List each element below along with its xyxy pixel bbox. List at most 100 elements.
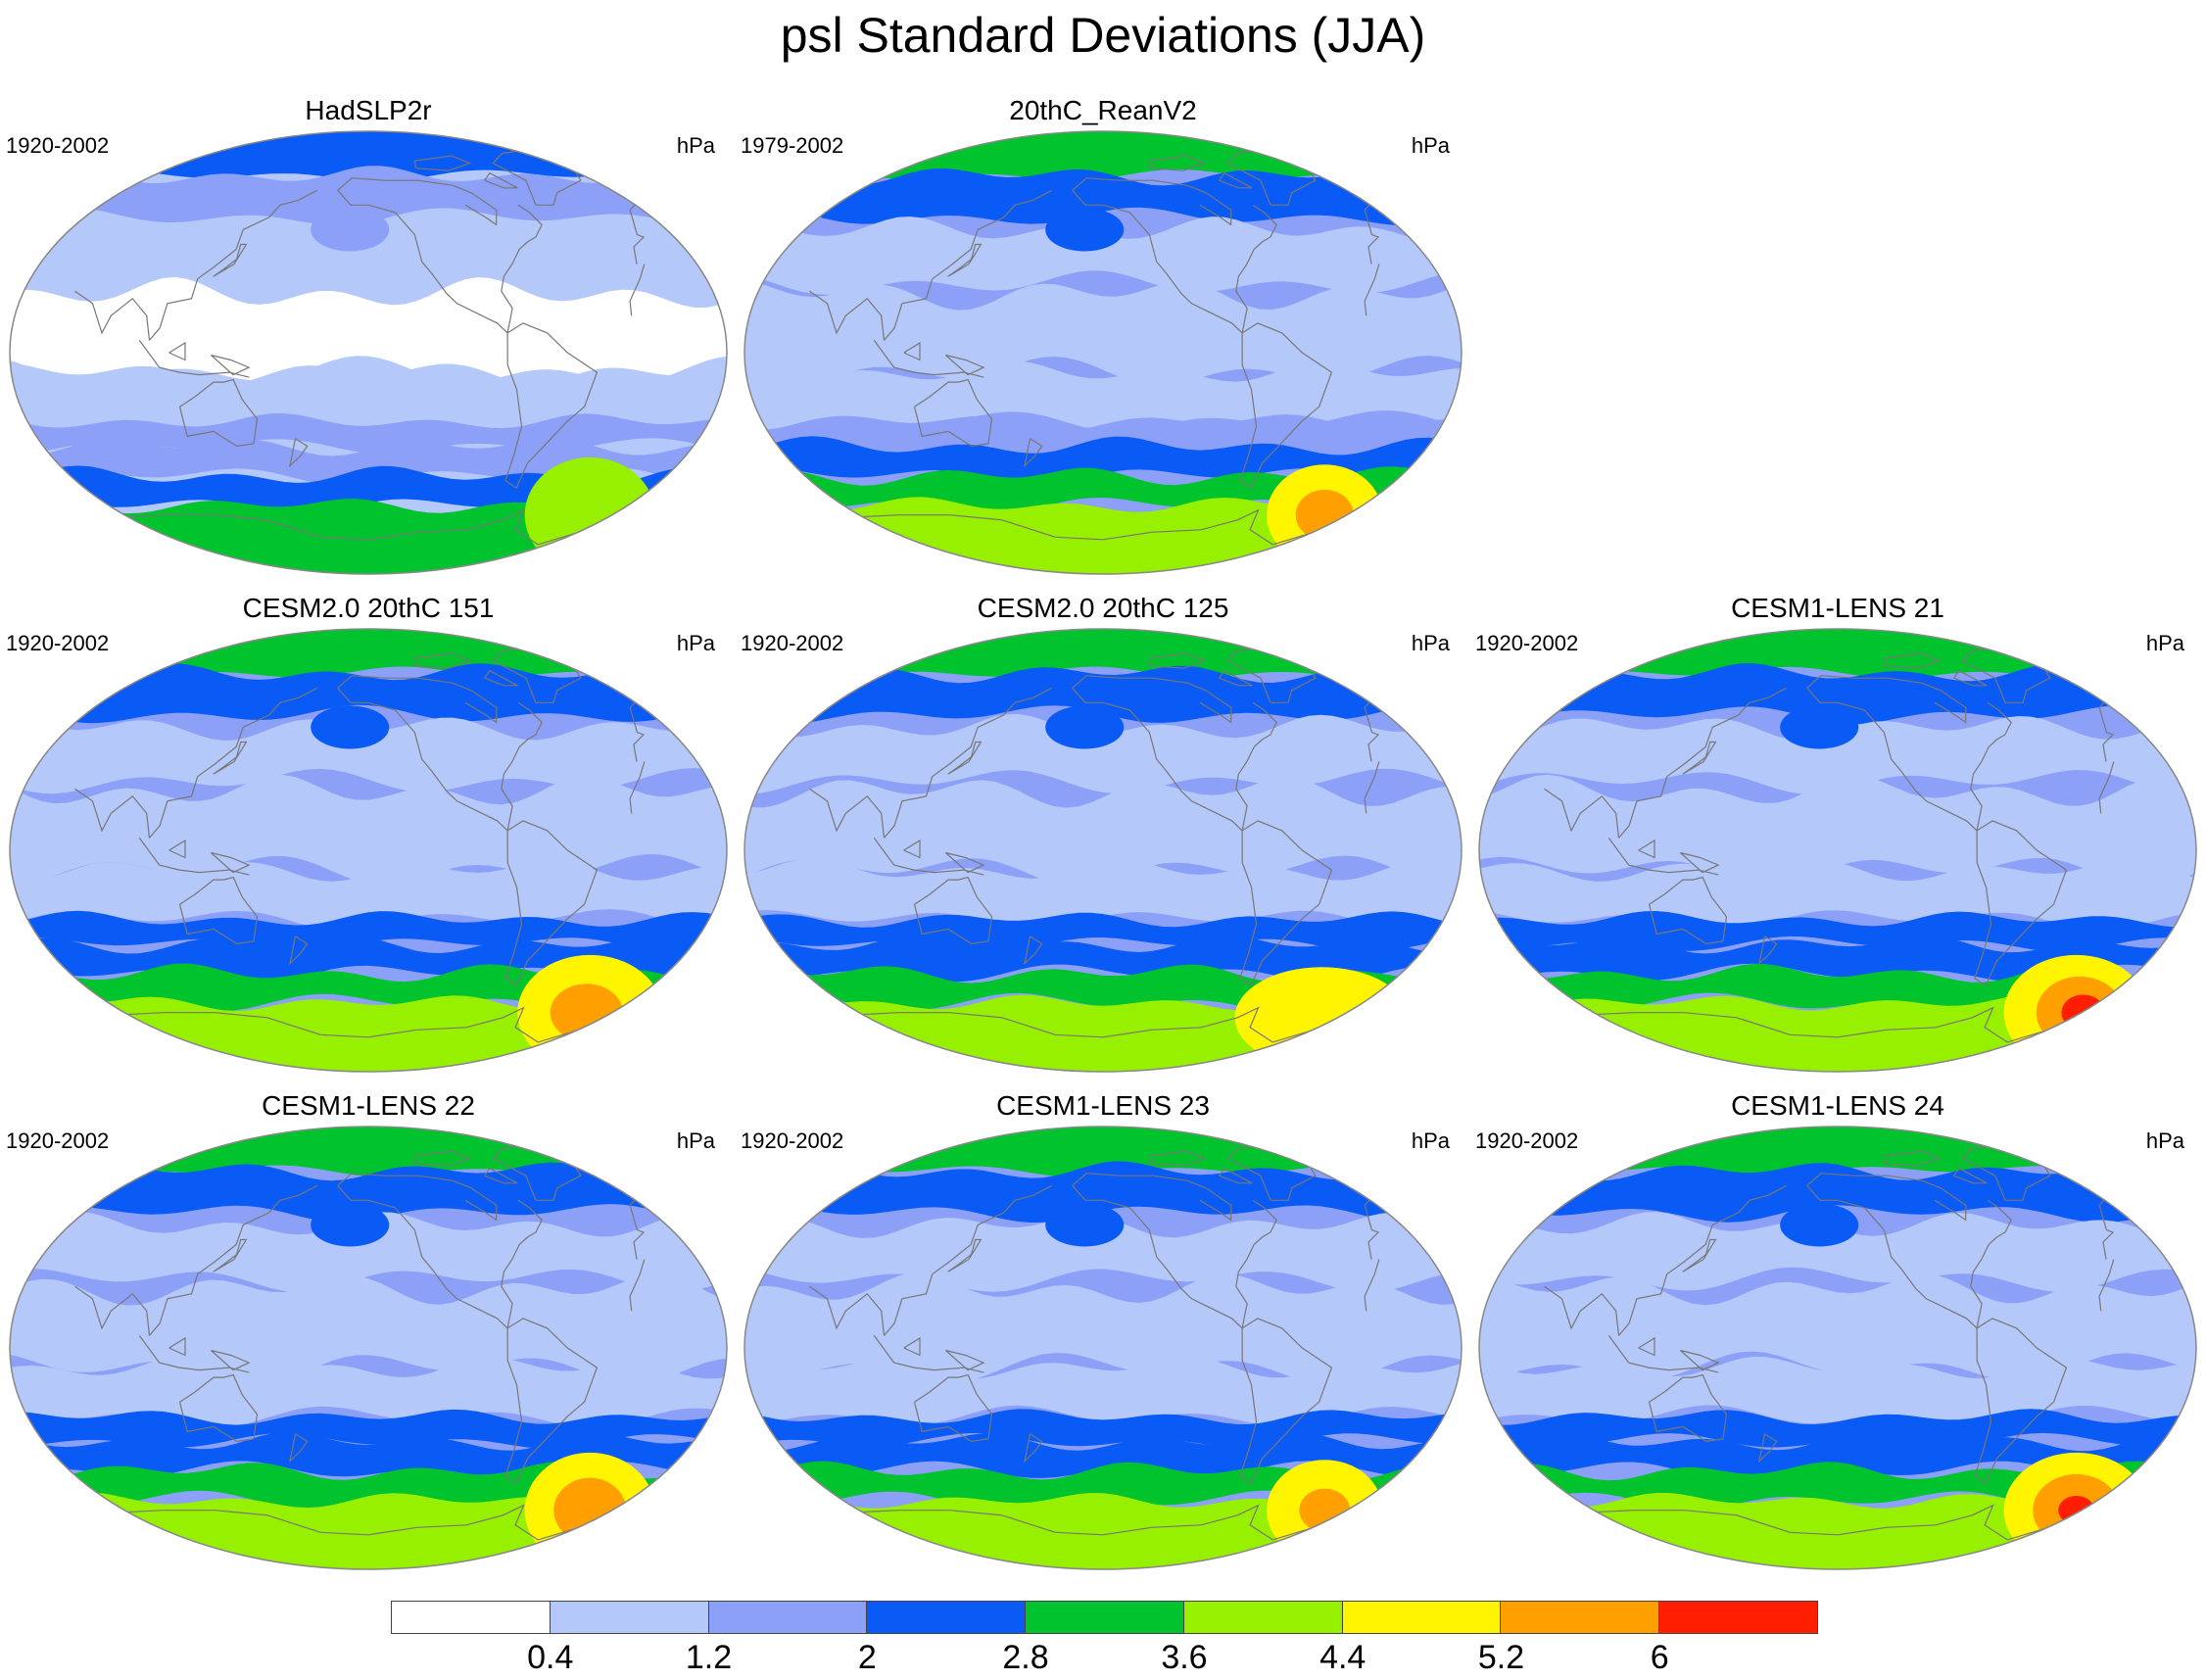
coastline (1544, 1285, 1620, 1336)
coastline (1072, 1173, 1232, 1222)
coastlines (74, 147, 670, 546)
coastline (1072, 177, 1232, 226)
coastline (484, 1167, 518, 1184)
coastline (873, 838, 984, 876)
coastline (1806, 1184, 1978, 1329)
panel-years: 1920-2002 (6, 631, 110, 655)
coastlines (809, 147, 1405, 546)
coastline (1758, 936, 1778, 966)
panel-years: 1920-2002 (741, 631, 844, 655)
contour-region (744, 1357, 1462, 1427)
colorbar-label: 1.2 (685, 1639, 733, 1676)
map-panel: CESM1-LENS 23 1920-2002 hPa (741, 1089, 1465, 1579)
coastline (178, 876, 259, 945)
coastline (1682, 741, 1717, 775)
coastline (903, 1336, 921, 1357)
contour-region (1479, 935, 2196, 983)
contour-region (10, 1356, 727, 1428)
coastline (945, 354, 985, 376)
contour-region (1299, 1488, 1351, 1532)
coastline (168, 1336, 186, 1357)
colorbar (391, 1601, 1819, 1634)
coastline (337, 177, 498, 226)
contour-region (744, 1272, 1462, 1384)
coastline (1235, 701, 1277, 832)
panel-units: hPa (676, 631, 715, 655)
colorbar-box (549, 1601, 709, 1634)
coastline (337, 687, 508, 832)
contour-field (744, 1127, 1462, 1569)
contour-region (524, 456, 655, 573)
coastline (138, 1335, 250, 1373)
coastline (903, 839, 921, 859)
contour-region (10, 860, 727, 931)
coastline (138, 340, 250, 378)
coastline (74, 788, 151, 839)
coastline (1219, 171, 1253, 189)
panel-units: hPa (676, 1128, 715, 1153)
coastline (501, 204, 543, 334)
coastlines (1544, 1142, 2139, 1541)
coastline (809, 1285, 886, 1336)
coastline (1974, 1318, 2068, 1484)
figure-title: psl Standard Deviations (JJA) (780, 8, 1426, 63)
coastline (809, 788, 886, 839)
contour-region (10, 663, 727, 724)
contour-region (1045, 208, 1125, 252)
coastline (1682, 1238, 1717, 1272)
coastline (1680, 1349, 1720, 1371)
colorbar-box (866, 1601, 1027, 1634)
coastline (1974, 820, 2068, 986)
coastline (1953, 1167, 1988, 1184)
robinson-map (743, 130, 1463, 575)
coastline (629, 761, 646, 814)
coastline (1806, 687, 1978, 832)
coastline (629, 264, 646, 316)
contour-region (10, 1127, 727, 1177)
robinson-map (9, 1126, 728, 1570)
coastline (501, 1199, 543, 1329)
map-outline (1478, 628, 2197, 1073)
contour-field (1479, 629, 2196, 1072)
coastline (873, 340, 984, 378)
coastline (213, 243, 248, 277)
contour-field (10, 1127, 727, 1569)
contour-region (744, 665, 1462, 725)
coastline (213, 1238, 248, 1272)
coastline (138, 838, 250, 876)
contour-region (744, 1161, 1462, 1223)
coastline (884, 189, 1053, 341)
map-panel: HadSLP2r 1920-2002 hPa (6, 94, 731, 584)
coastline (1072, 675, 1232, 724)
coastline (1024, 438, 1043, 468)
coastline (873, 1335, 984, 1373)
coastline (947, 243, 983, 277)
contour-field (744, 131, 1462, 574)
coastline (1618, 1184, 1788, 1336)
coastline (2098, 1259, 2115, 1312)
colorbar-box (1025, 1601, 1184, 1634)
coastline (1072, 189, 1243, 334)
contour-region (744, 858, 1462, 932)
robinson-map (9, 130, 728, 575)
contour-region (1479, 629, 2196, 680)
contour-region (744, 1431, 1462, 1478)
panel-units: hPa (2145, 631, 2184, 655)
colorbar-box (1658, 1601, 1819, 1634)
coastline (211, 851, 251, 874)
coastline (213, 741, 248, 775)
contour-region (744, 436, 1462, 486)
contour-field (744, 629, 1462, 1072)
contour-region (1479, 716, 2196, 794)
contour-region (1479, 1161, 2196, 1224)
coastline (337, 675, 498, 724)
coastline (178, 1373, 259, 1443)
coastline (1883, 1150, 1942, 1167)
contour-region (744, 216, 1462, 295)
contour-region (744, 1461, 1462, 1510)
contour-region (1045, 705, 1125, 749)
coastline (884, 687, 1053, 839)
panel-title: CESM2.0 20thC 151 (242, 593, 495, 623)
contour-region (1045, 1203, 1125, 1247)
contour-region (311, 208, 390, 252)
